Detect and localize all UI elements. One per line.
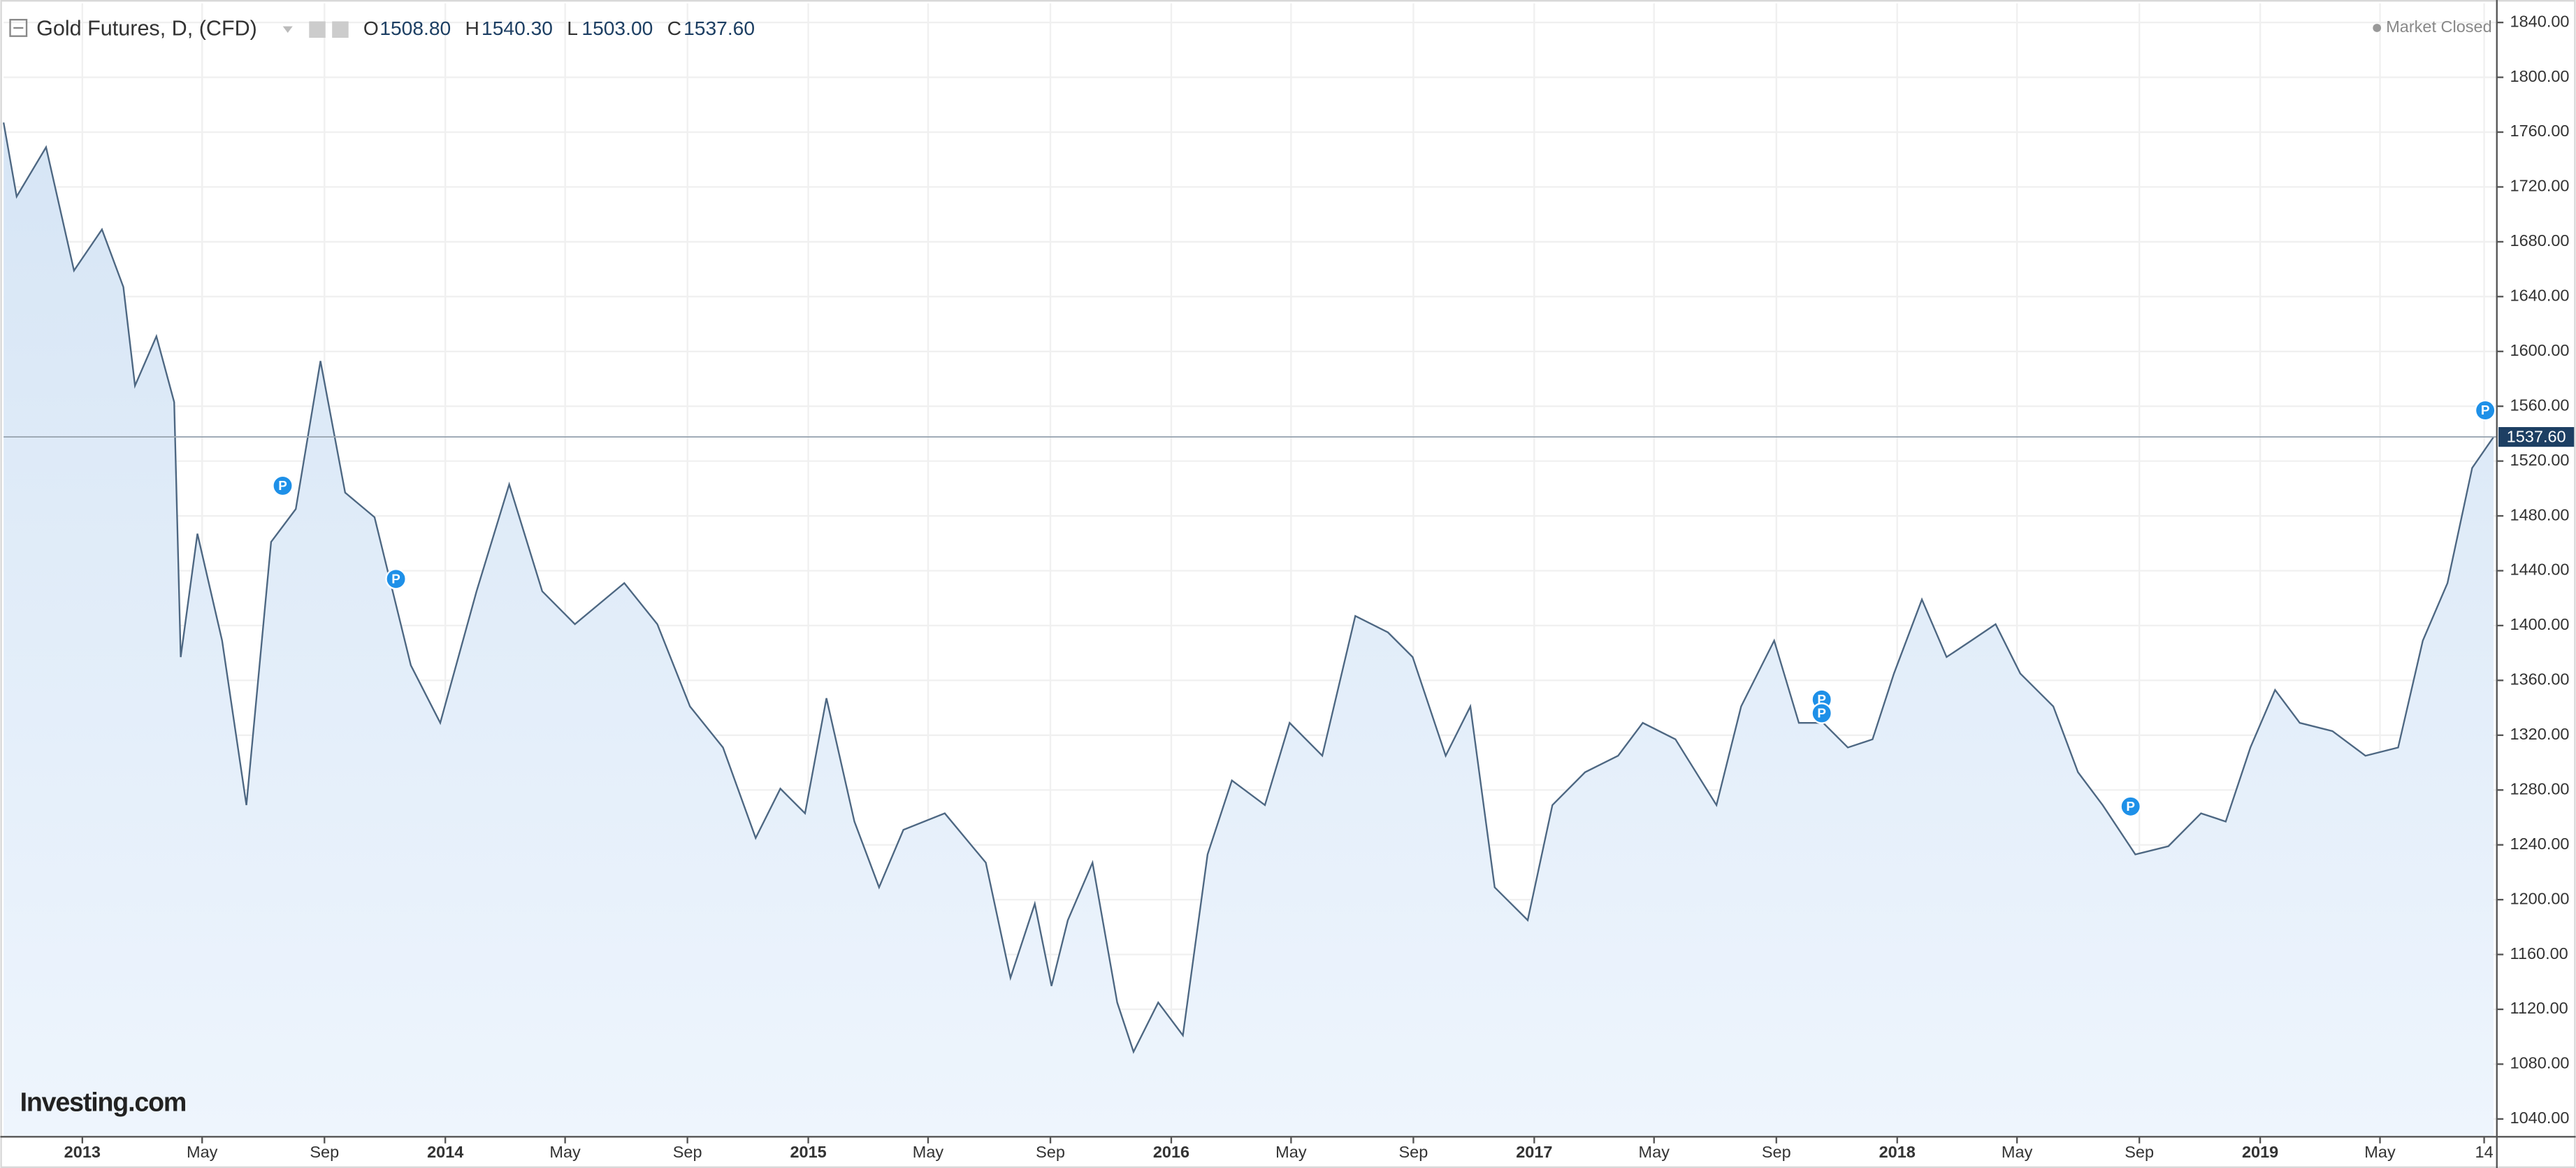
x-tick-label: Sep bbox=[1762, 1143, 1791, 1161]
x-tick-label: May bbox=[549, 1143, 581, 1161]
x-tick-label: Sep bbox=[673, 1143, 702, 1161]
y-tick-label: 1360.00 bbox=[2510, 670, 2570, 688]
y-tick-label: 1320.00 bbox=[2510, 725, 2570, 743]
event-marker[interactable] bbox=[385, 568, 407, 590]
low-value: 1503.00 bbox=[581, 17, 653, 39]
y-tick-label: 1440.00 bbox=[2510, 561, 2570, 579]
event-label: P bbox=[391, 571, 400, 586]
y-tick-label: 1400.00 bbox=[2510, 615, 2570, 633]
x-tick-label: May bbox=[2002, 1143, 2033, 1161]
high-label: H bbox=[465, 17, 479, 39]
brand-logo: Investing.com bbox=[20, 1087, 186, 1116]
close-label: C bbox=[667, 17, 681, 39]
header: Gold Futures, D, (CFD) O 1508.80 H 1540.… bbox=[9, 16, 2492, 40]
y-tick-label: 1040.00 bbox=[2510, 1109, 2570, 1127]
close-value: 1537.60 bbox=[683, 17, 755, 39]
x-tick-label: 2013 bbox=[64, 1143, 101, 1161]
y-tick-label: 1760.00 bbox=[2510, 122, 2570, 140]
high-value: 1540.30 bbox=[482, 17, 553, 39]
x-tick-label: 14 bbox=[2475, 1143, 2494, 1161]
price-line bbox=[2, 122, 2495, 1054]
y-tick-label: 1240.00 bbox=[2510, 835, 2570, 853]
open-value: 1508.80 bbox=[379, 17, 451, 39]
x-tick-label: 2016 bbox=[1153, 1143, 1189, 1161]
x-tick-label: May bbox=[187, 1143, 218, 1161]
event-marker[interactable] bbox=[1811, 702, 1832, 724]
y-tick-label: 1720.00 bbox=[2510, 177, 2570, 195]
last-price-tag bbox=[2498, 427, 2575, 447]
y-tick-label: 1080.00 bbox=[2510, 1054, 2570, 1072]
x-tick-label: 2014 bbox=[427, 1143, 463, 1161]
y-tick-label: 1160.00 bbox=[2510, 944, 2568, 962]
event-label: P bbox=[2126, 799, 2135, 814]
event-label: P bbox=[278, 478, 287, 493]
close-icon[interactable] bbox=[332, 21, 349, 38]
open-label: O bbox=[363, 17, 379, 39]
y-tick-label: 1120.00 bbox=[2510, 999, 2568, 1017]
y-tick-label: 1840.00 bbox=[2510, 12, 2570, 30]
settings-icon[interactable] bbox=[309, 21, 326, 38]
last-price-label: 1537.60 bbox=[2507, 428, 2566, 446]
x-tick-label: 2018 bbox=[1879, 1143, 1916, 1161]
collapse-icon[interactable] bbox=[9, 19, 28, 37]
x-tick-label: 2017 bbox=[1516, 1143, 1552, 1161]
y-tick-label: 1560.00 bbox=[2510, 396, 2570, 414]
status-dot bbox=[2373, 24, 2382, 32]
y-tick-label: 1520.00 bbox=[2510, 451, 2570, 469]
x-tick-label: Sep bbox=[1398, 1143, 1428, 1161]
x-tick-label: 2019 bbox=[2242, 1143, 2278, 1161]
y-tick-label: 1200.00 bbox=[2510, 889, 2570, 907]
area bbox=[3, 122, 2494, 1137]
event-marker[interactable] bbox=[2120, 795, 2141, 818]
y-tick-label: 1800.00 bbox=[2510, 67, 2570, 85]
y-tick-label: 1680.00 bbox=[2510, 231, 2570, 250]
low-label: L bbox=[567, 17, 578, 39]
y-tick-label: 1280.00 bbox=[2510, 779, 2570, 798]
event-marker[interactable] bbox=[272, 475, 294, 497]
chart-title: Gold Futures, D, (CFD) bbox=[36, 16, 257, 40]
event-label: P bbox=[1817, 706, 1826, 721]
market-status: Market Closed bbox=[2386, 17, 2492, 36]
x-tick-label: May bbox=[1639, 1143, 1670, 1161]
event-marker[interactable] bbox=[2474, 399, 2496, 421]
x-tick-label: May bbox=[1275, 1143, 1307, 1161]
event-label: P bbox=[2481, 403, 2490, 417]
x-tick-label: 2015 bbox=[790, 1143, 826, 1161]
x-tick-label: Sep bbox=[310, 1143, 339, 1161]
y-tick-label: 1600.00 bbox=[2510, 341, 2570, 359]
x-tick-label: Sep bbox=[2125, 1143, 2154, 1161]
y-tick-label: 1480.00 bbox=[2510, 505, 2570, 524]
dropdown-arrow[interactable] bbox=[282, 26, 293, 34]
x-tick-label: May bbox=[913, 1143, 944, 1161]
y-tick-label: 1640.00 bbox=[2510, 287, 2570, 305]
x-tick-label: May bbox=[2364, 1143, 2396, 1161]
x-tick-label: Sep bbox=[1036, 1143, 1065, 1161]
